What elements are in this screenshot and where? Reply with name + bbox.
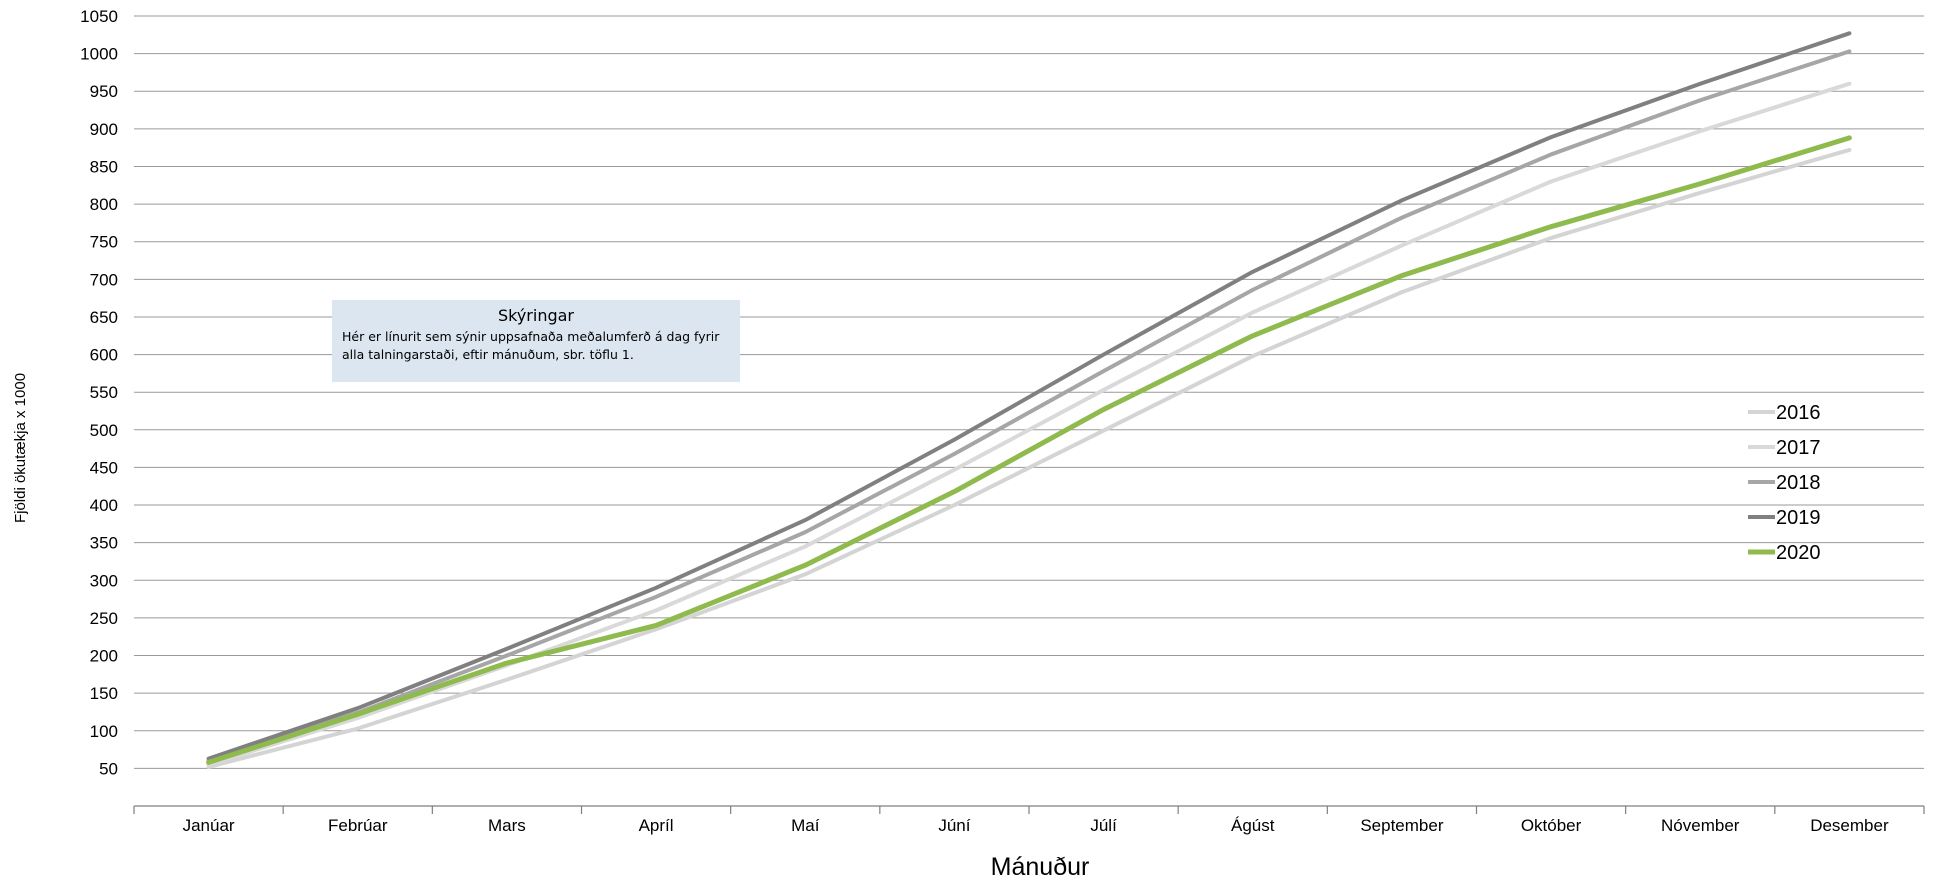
y-tick-label: 550: [90, 383, 118, 402]
x-tick-labels: Janúar Febrúar Mars Apríl Maí Júní Júlí Ágúst Se…: [183, 816, 1889, 835]
y-tick-label: 400: [90, 496, 118, 515]
series-line-2019: [206, 31, 1852, 761]
x-tick-label: Maí: [791, 816, 820, 835]
y-tick-label: 750: [90, 233, 118, 252]
x-tick-label: Febrúar: [328, 816, 388, 835]
series-line-2018: [206, 49, 1852, 763]
x-tick-label: Október: [1521, 816, 1582, 835]
legend-label-2020: 2020: [1776, 542, 1821, 564]
x-axis-label: Mánuður: [991, 853, 1090, 881]
x-tick-label: Ágúst: [1231, 816, 1275, 835]
y-tick-label: 250: [90, 609, 118, 628]
y-tick-label: 800: [90, 195, 118, 214]
x-tick-label: Janúar: [183, 816, 235, 835]
series-line-2020: [206, 135, 1852, 765]
x-tick-label: Apríl: [639, 816, 674, 835]
series-line-2016: [206, 147, 1852, 769]
y-tick-labels: 50 100 150 200 250 300 350 400 450 500 550 600 650 70…: [80, 7, 118, 778]
annotation-title: Skýringar: [497, 306, 575, 325]
y-tick-label: 1050: [80, 7, 118, 26]
series-line-2017: [206, 81, 1852, 767]
gridlines: [134, 15, 1924, 769]
y-tick-label: 700: [90, 270, 118, 289]
y-tick-label: 900: [90, 120, 118, 139]
x-tick-label: September: [1360, 816, 1443, 835]
y-tick-label: 450: [90, 458, 118, 477]
y-tick-label: 350: [90, 534, 118, 553]
y-tick-label: 850: [90, 157, 118, 176]
legend-label-2017: 2017: [1776, 437, 1821, 459]
y-tick-label: 100: [90, 722, 118, 741]
annotation-box: Skýringar Hér er línurit sem sýnir uppsa…: [332, 300, 740, 382]
y-tick-label: 950: [90, 82, 118, 101]
y-tick-label: 50: [99, 759, 118, 778]
y-tick-label: 500: [90, 421, 118, 440]
y-tick-label: 150: [90, 684, 118, 703]
legend-label-2018: 2018: [1776, 472, 1821, 494]
legend-label-2016: 2016: [1776, 402, 1821, 424]
x-tick-label: Desember: [1810, 816, 1889, 835]
legend: 2016 2017 2018 2019 2020: [1748, 402, 1821, 564]
x-tick-label: Mars: [488, 816, 526, 835]
x-tick-label: Júlí: [1090, 816, 1117, 835]
x-tick-label: Júní: [938, 816, 970, 835]
legend-label-2019: 2019: [1776, 507, 1821, 529]
y-tick-label: 650: [90, 308, 118, 327]
y-tick-label: 200: [90, 647, 118, 666]
y-tick-label: 600: [90, 346, 118, 365]
x-tick-label: Nóvember: [1661, 816, 1740, 835]
y-axis-label: Fjöldi ökutækja x 1000: [12, 373, 29, 523]
y-tick-label: 300: [90, 571, 118, 590]
annotation-line-1: Hér er línurit sem sýnir uppsafnaða meða…: [342, 329, 720, 344]
y-tick-label: 1000: [80, 45, 118, 64]
x-axis: [133, 805, 1925, 814]
series-lines: [206, 31, 1852, 769]
annotation-line-2: alla talningarstaði, eftir mánuðum, sbr.…: [342, 347, 634, 362]
